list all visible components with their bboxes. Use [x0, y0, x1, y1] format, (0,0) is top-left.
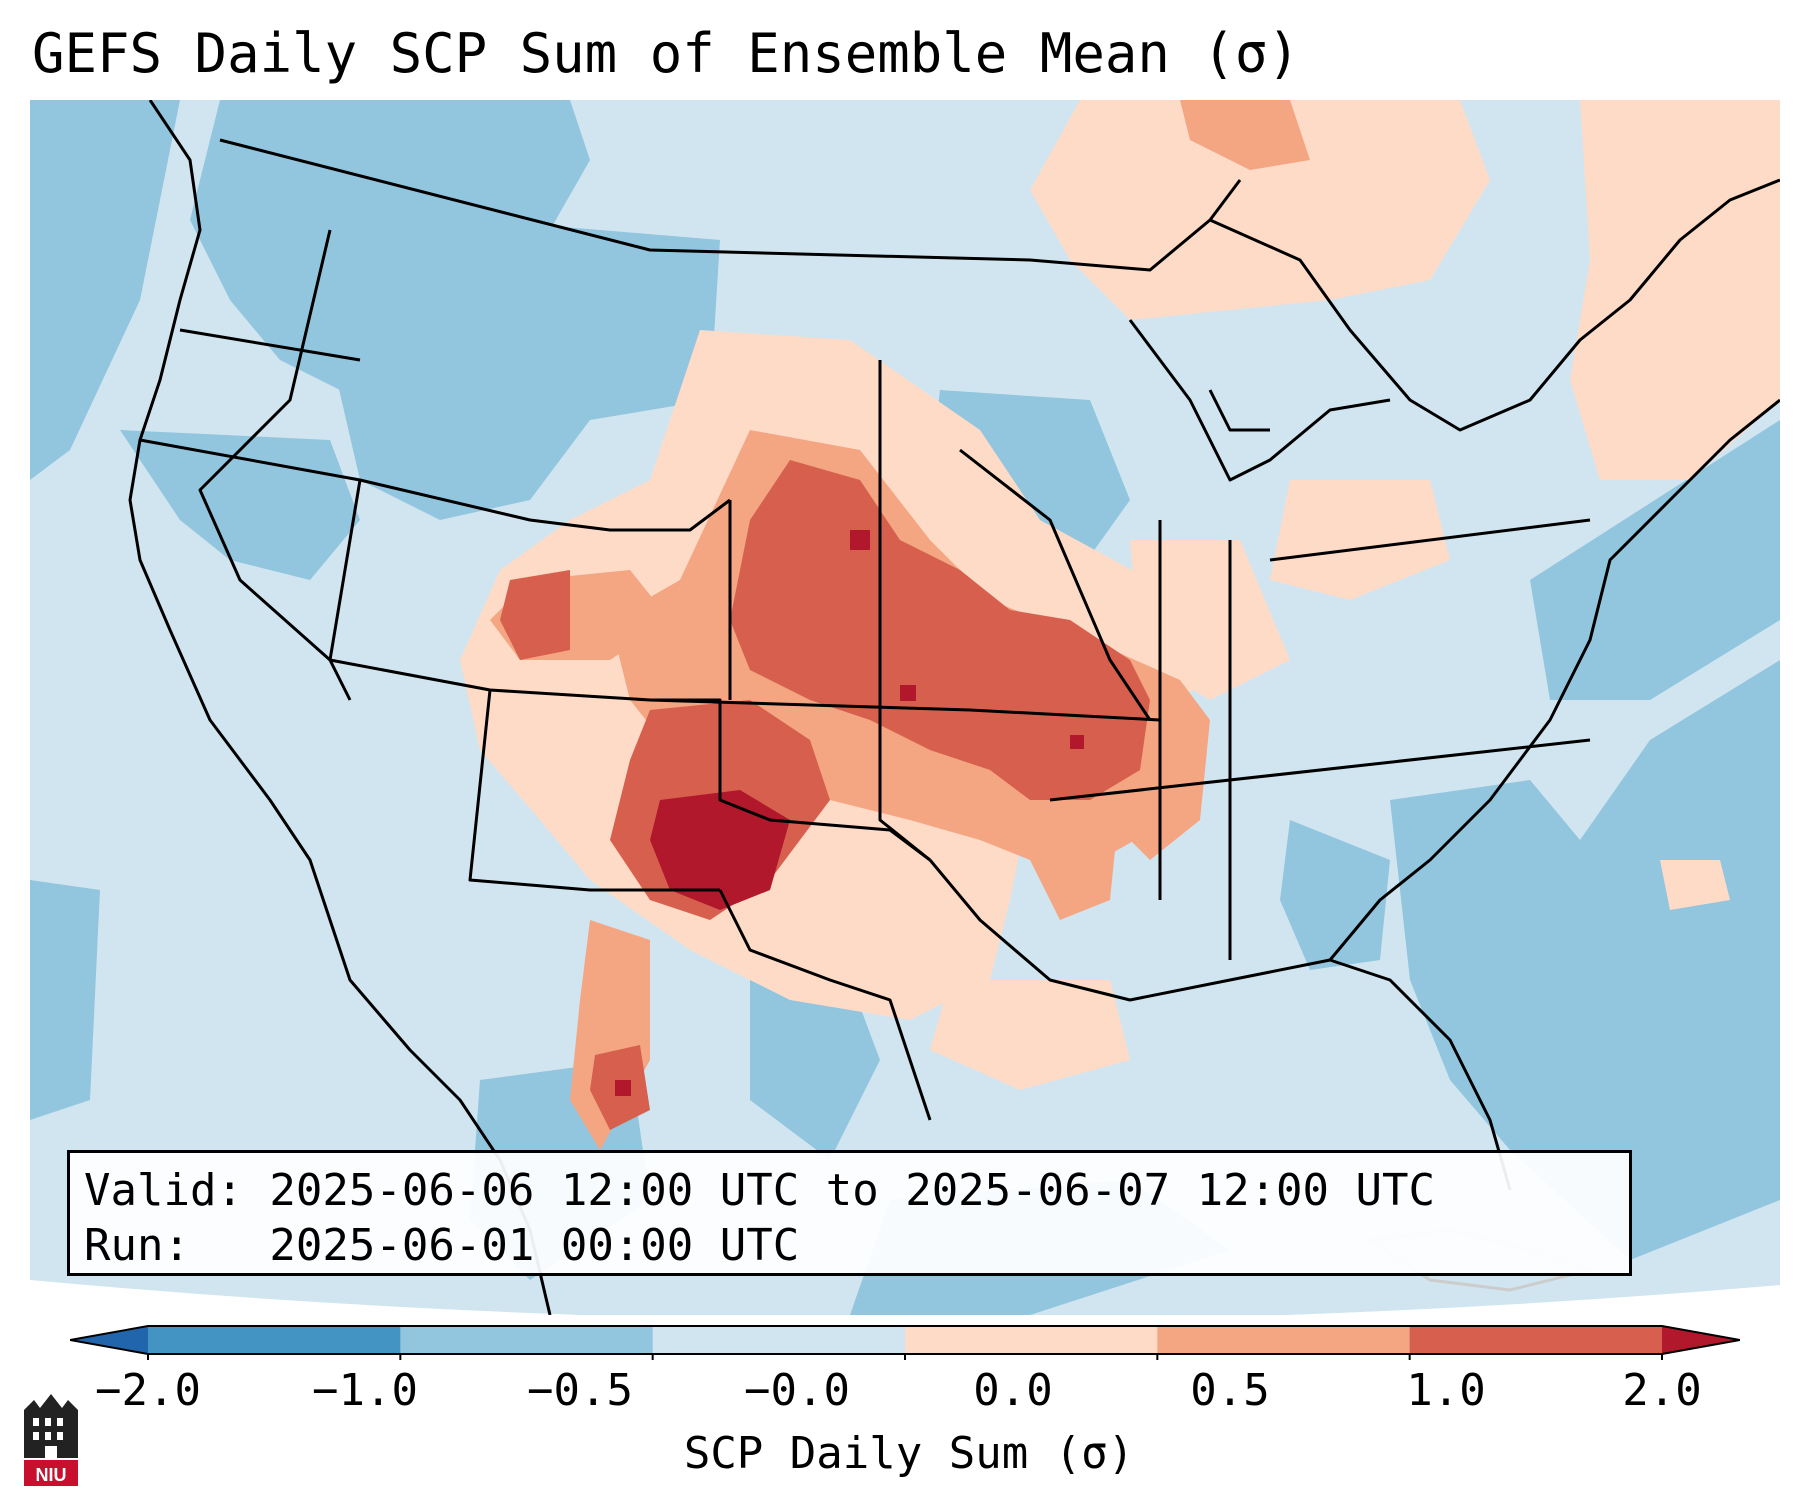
gulf-coast — [928, 859, 1512, 1191]
northern-state-line — [139, 438, 731, 532]
region-quebec-spot — [1180, 100, 1310, 170]
east-coastline — [1328, 398, 1780, 961]
colorbar-tick-label: −2.0 — [95, 1365, 201, 1416]
colorbar-segment — [652, 1326, 906, 1354]
region-arkansas-spot — [1070, 735, 1084, 749]
boundaries — [128, 100, 1780, 1315]
region-new-england — [1570, 100, 1780, 480]
colorbar-segment — [148, 1326, 401, 1354]
logo-text: NIU — [36, 1465, 67, 1485]
scp-map — [30, 100, 1780, 1315]
canada-border-east — [1209, 178, 1780, 432]
texas-mexico-line — [718, 889, 932, 1121]
run-time-text: Run: 2025-06-01 00:00 UTC — [84, 1220, 800, 1271]
mississippi-river — [959, 448, 1152, 721]
pennsylvania-line — [1269, 518, 1591, 562]
colorbar-under-arrow — [70, 1326, 148, 1354]
idaho-nevada-line — [198, 229, 352, 701]
region-ohio-valley — [1130, 540, 1290, 700]
arkansas-line — [878, 360, 931, 862]
colorbar-segment — [905, 1326, 1158, 1354]
colorbar-tick-label: −0.0 — [744, 1365, 850, 1416]
region-colorado-core — [500, 570, 570, 660]
extreme-positive-regions — [615, 530, 1084, 1096]
colorbar-tick-label: −0.5 — [527, 1365, 633, 1416]
region-oklahoma-spot — [900, 685, 916, 701]
valid-time-text: Valid: 2025-06-06 12:00 UTC to 2025-06-0… — [84, 1165, 1436, 1216]
region-southeast-atlantic — [1390, 660, 1780, 1260]
region-pacific-nw — [30, 100, 180, 480]
colorbar-tick-label: 0.0 — [973, 1365, 1053, 1416]
region-pacific-sw — [30, 880, 100, 1120]
region-atlantic-spot — [1660, 860, 1730, 910]
map-panel — [30, 100, 1780, 1315]
niu-logo: NIU — [24, 1394, 78, 1486]
region-mississippi — [1030, 800, 1120, 920]
us-canada-border — [219, 138, 1242, 272]
tennessee-line — [1049, 738, 1591, 802]
region-louisiana-gulf — [930, 980, 1130, 1090]
validity-info-box: Valid: 2025-06-06 12:00 UTC to 2025-06-0… — [67, 1150, 1632, 1276]
colorbar-segment — [1157, 1326, 1411, 1354]
map-title: GEFS Daily SCP Sum of Ensemble Mean (σ) — [32, 22, 1300, 85]
region-carolinas — [1280, 820, 1390, 970]
lake-michigan — [1208, 389, 1270, 432]
region-pennsylvania — [1270, 480, 1450, 600]
great-lakes-shore — [1128, 319, 1391, 482]
wa-or-border — [179, 328, 361, 362]
colorbar-title: SCP Daily Sum (σ) — [683, 1428, 1135, 1479]
region-ontario-quebec — [1030, 100, 1490, 320]
new-mexico-line — [468, 689, 720, 892]
region-kansas-spot — [850, 530, 870, 550]
colorbar-segment — [1409, 1326, 1663, 1354]
region-mexico-spot — [615, 1080, 631, 1096]
colorbar-over-arrow — [1662, 1326, 1740, 1354]
colorbar-tick-label: 2.0 — [1622, 1365, 1702, 1416]
colorbar-tick-label: −1.0 — [312, 1365, 418, 1416]
logo-banner — [24, 1460, 78, 1486]
region-texas-panhandle-core — [650, 790, 790, 910]
colorbar-tick-label: 1.0 — [1406, 1365, 1486, 1416]
colorbar-segment — [400, 1326, 654, 1354]
region-northern-rockies — [330, 210, 720, 520]
region-south-texas — [750, 980, 880, 1160]
colorbar-tick-label: 0.5 — [1190, 1365, 1270, 1416]
region-nevada — [120, 430, 360, 580]
projection-edge-bottom — [30, 1280, 1780, 1315]
colorbar — [70, 1325, 1740, 1360]
west-coastline — [128, 100, 552, 1315]
central-state-line — [328, 479, 1161, 722]
